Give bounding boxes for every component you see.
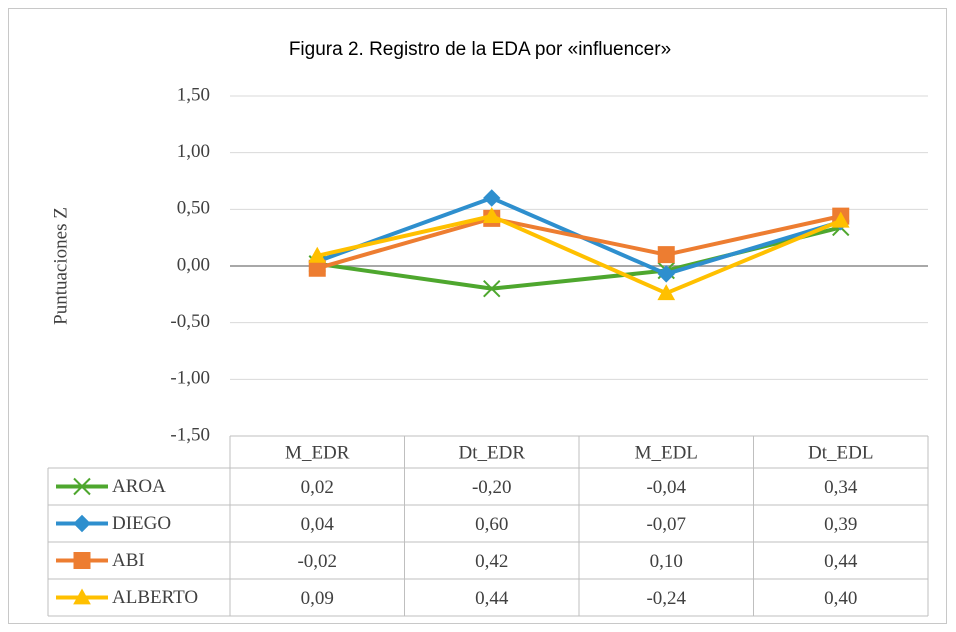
x-tick-label: M_EDR <box>285 442 350 463</box>
table-value: -0,02 <box>297 551 337 572</box>
chart-border <box>8 8 947 624</box>
y-tick-label: -0,50 <box>170 311 210 332</box>
y-tick-label: 1,00 <box>177 141 210 162</box>
table-value: -0,04 <box>646 477 686 498</box>
legend-marker <box>73 514 91 533</box>
series-line <box>316 214 842 296</box>
table-value: 0,02 <box>301 477 334 498</box>
data-point <box>483 279 501 298</box>
table-value: 0,40 <box>824 588 857 609</box>
table-value: 0,60 <box>475 514 508 535</box>
data-point <box>657 265 675 283</box>
y-tick-label: 0,50 <box>177 198 210 219</box>
table-value: 0,09 <box>301 588 334 609</box>
table-value: 0,42 <box>475 551 508 572</box>
data-point <box>831 211 850 228</box>
table-value: -0,07 <box>646 514 686 535</box>
table-value: -0,20 <box>472 477 512 498</box>
chart-title: Figura 2. Registro de la EDA por «influe… <box>289 39 671 60</box>
data-point <box>657 246 675 264</box>
data-point <box>483 189 501 207</box>
table-value: 0,44 <box>475 588 509 609</box>
series-line <box>316 214 842 271</box>
legend-label: DIEGO <box>112 513 171 534</box>
table-value: 0,39 <box>824 514 857 535</box>
x-tick-label: M_EDL <box>635 442 698 463</box>
y-tick-label: 1,50 <box>177 84 210 105</box>
legend-label: ABI <box>112 550 145 571</box>
data-point <box>308 246 327 263</box>
y-tick-label: -1,50 <box>170 424 210 445</box>
table-value: 0,10 <box>650 551 683 572</box>
table-value: 0,04 <box>301 514 335 535</box>
x-tick-label: Dt_EDL <box>808 442 873 463</box>
data-point <box>482 207 501 224</box>
legend-label: AROA <box>112 476 166 497</box>
table-value: 0,34 <box>824 477 858 498</box>
legend-marker <box>73 477 91 496</box>
x-tick-label: Dt_EDR <box>459 442 526 463</box>
y-axis-title: Puntuaciones Z <box>50 207 71 325</box>
y-tick-label: -1,00 <box>170 368 210 389</box>
y-tick-label: 0,00 <box>177 254 210 275</box>
table-value: 0,44 <box>824 551 858 572</box>
legend-marker <box>73 552 91 569</box>
data-point <box>657 284 676 301</box>
legend-label: ALBERTO <box>112 587 198 608</box>
legend-marker <box>73 588 91 605</box>
table-value: -0,24 <box>646 588 686 609</box>
